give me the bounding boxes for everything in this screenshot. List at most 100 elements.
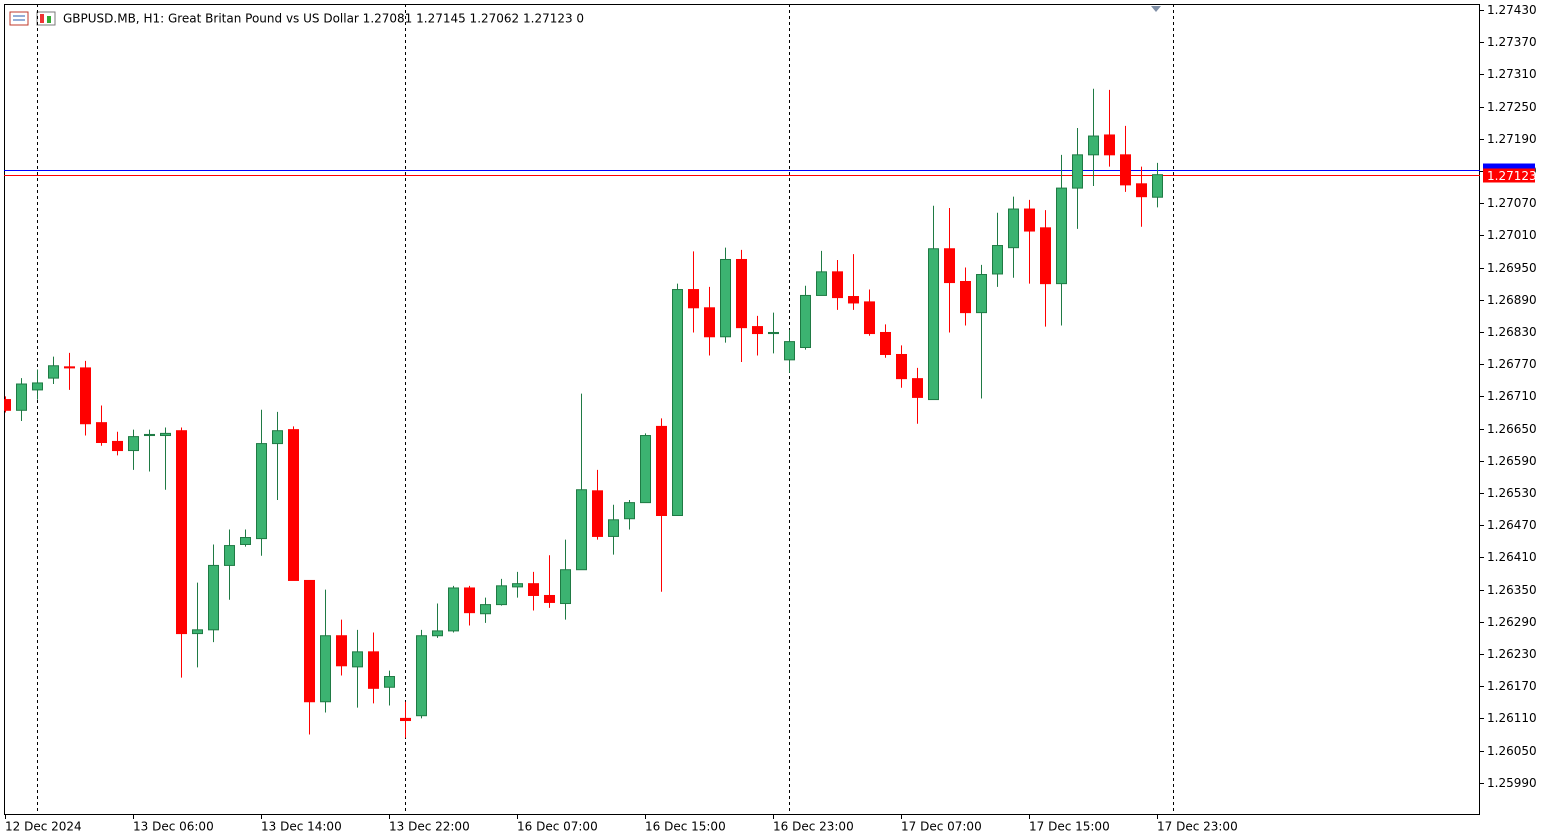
x-tick-label: 12 Dec 2024 [5,820,82,834]
candle-body [480,604,491,615]
x-tick-label: 13 Dec 22:00 [389,820,470,834]
candle-body [672,289,683,517]
candle-body [720,258,731,338]
candle-body [176,430,187,635]
candle-body [432,630,443,637]
candle-body [800,294,811,349]
y-tick-label: 1.25990 [1487,776,1537,790]
candle-body [400,717,411,722]
y-tick-label: 1.27310 [1487,67,1537,81]
y-tick-label: 1.26950 [1487,261,1537,275]
shift-marker [1151,6,1161,12]
icon-bar [40,14,44,23]
toolbar-icons [9,11,56,26]
candle-body [848,296,859,304]
candle-body [368,651,379,689]
chart-title: GBPUSD.MB, H1: Great Britan Pound vs US … [63,12,584,26]
y-tick-label: 1.26650 [1487,422,1537,436]
candle-body [352,651,363,668]
candle-body [128,436,139,452]
bid-price-box [1483,168,1535,183]
bid-price-label: 1.27123 [1487,169,1537,183]
candle-body [208,564,219,631]
y-tick-label: 1.26470 [1487,518,1537,532]
candle-body [544,594,555,603]
candle-body [160,432,171,437]
y-tick-label: 1.26290 [1487,615,1537,629]
x-tick-label: 16 Dec 15:00 [645,820,726,834]
candle-body [928,248,939,401]
x-tick-label: 17 Dec 15:00 [1029,820,1110,834]
candle-body [496,585,507,606]
candle-body [288,429,299,581]
icon-bar [47,16,51,23]
candle-body [1152,174,1163,198]
candle-body [64,366,75,369]
candle-body [864,301,875,335]
y-tick-label: 1.26410 [1487,550,1537,564]
y-tick-label: 1.26710 [1487,389,1537,403]
x-tick-label: 16 Dec 07:00 [517,820,598,834]
candle-body [1136,183,1147,198]
candle-body [192,629,203,635]
y-tick-label: 1.26590 [1487,454,1537,468]
candle-body [336,635,347,667]
candle-body [896,353,907,380]
candle-body [960,280,971,314]
candle-body [464,587,475,614]
candle-body [96,422,107,444]
candle-body [1040,227,1051,285]
candle-body [1024,208,1035,232]
candle-body [384,676,395,688]
candle-body [976,274,987,314]
candle-body [48,365,59,379]
candle-body [32,382,43,391]
candle-body [608,519,619,537]
y-tick-label: 1.26530 [1487,486,1537,500]
y-tick-label: 1.27250 [1487,100,1537,114]
candle-body [944,248,955,284]
candle-body [624,502,635,520]
candle-body [1088,135,1099,156]
candle-body [272,430,283,445]
y-tick-label: 1.27010 [1487,228,1537,242]
y-tick-label: 1.26230 [1487,647,1537,661]
y-tick-label: 1.26770 [1487,357,1537,371]
x-tick-label: 16 Dec 23:00 [773,820,854,834]
candle-body [640,435,651,504]
candle-body [512,583,523,588]
candle-body [80,367,91,425]
y-tick-label: 1.27070 [1487,196,1537,210]
y-tick-label: 1.27190 [1487,132,1537,146]
candle-body [16,383,27,411]
candle-body [1056,187,1067,285]
candle-body [704,307,715,338]
candle-body [240,537,251,545]
candle-body [576,489,587,571]
candle-body [416,635,427,717]
candle-body [320,635,331,703]
candle-body [992,245,1003,275]
candle-body [656,425,667,517]
candle-body [1104,134,1115,156]
x-tick-label: 13 Dec 06:00 [133,820,214,834]
y-tick-label: 1.26350 [1487,583,1537,597]
candle-body [768,331,779,335]
candle-body [688,289,699,309]
candle-body [4,399,11,411]
candle-body [816,271,827,296]
candle-body [112,440,123,452]
y-tick-label: 1.27430 [1487,3,1537,17]
candle-body [1120,154,1131,186]
x-tick-label: 17 Dec 23:00 [1157,820,1238,834]
candle-body [304,579,315,703]
candle-body [256,443,267,540]
y-tick-label: 1.26110 [1487,711,1537,725]
candle-body [832,271,843,299]
candle-body [560,569,571,605]
icon [9,11,29,26]
plot-area [4,4,1480,815]
x-tick-label: 17 Dec 07:00 [901,820,982,834]
